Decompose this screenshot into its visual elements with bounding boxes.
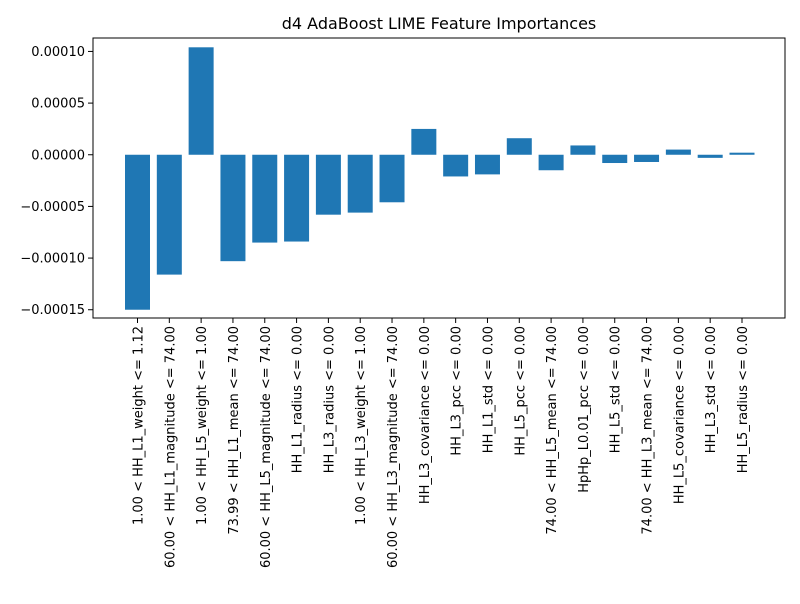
bar — [729, 152, 755, 155]
bar — [634, 154, 660, 162]
bar — [506, 138, 532, 155]
bar — [315, 154, 341, 215]
plot-frame — [92, 37, 786, 319]
bar — [697, 154, 723, 158]
bar — [252, 154, 278, 243]
bar — [411, 128, 437, 155]
bar — [474, 154, 500, 175]
x-tick-label: 74.00 < HH_L3_mean <= 74.00 — [641, 326, 656, 535]
x-tick-label: HH_L3_pcc <= 0.00 — [450, 326, 465, 456]
bars — [125, 47, 755, 310]
x-tick-label: 60.00 < HH_L1_magnitude <= 74.00 — [163, 326, 178, 568]
x-tick-label: HH_L3_std <= 0.00 — [704, 326, 719, 453]
x-tick-label: 60.00 < HH_L5_magnitude <= 74.00 — [259, 326, 274, 568]
x-tick-label: HH_L5_pcc <= 0.00 — [513, 326, 528, 456]
x-tick-label: HH_L5_radius <= 0.00 — [736, 326, 751, 473]
y-tick-label: 0.00010 — [31, 45, 85, 60]
x-tick-label: 1.00 < HH_L5_weight <= 1.00 — [195, 326, 210, 525]
bar — [570, 145, 596, 155]
bar — [188, 47, 214, 155]
bar — [538, 154, 564, 171]
y-tick-label: −0.00010 — [20, 252, 85, 267]
y-tick-label: 0.00005 — [31, 97, 85, 112]
bar — [443, 154, 469, 177]
x-tick-label: 1.00 < HH_L3_weight <= 1.00 — [354, 326, 369, 525]
x-tick-label: HH_L1_std <= 0.00 — [481, 326, 496, 453]
x-tick-label: 60.00 < HH_L3_magnitude <= 74.00 — [386, 326, 401, 568]
x-tick-label: HpHp_L0.01_pcc <= 0.00 — [577, 326, 592, 493]
x-tick-label: 74.00 < HH_L5_mean <= 74.00 — [545, 326, 560, 535]
bar — [379, 154, 405, 203]
x-axis: 1.00 < HH_L1_weight <= 1.12 60.00 < HH_L1… — [132, 318, 751, 568]
chart-title: d4 AdaBoost LIME Feature Importances — [282, 14, 597, 33]
x-tick-label: 73.99 < HH_L1_mean <= 74.00 — [227, 326, 242, 535]
y-tick-label: 0.00000 — [31, 148, 85, 163]
x-tick-label: 1.00 < HH_L1_weight <= 1.12 — [132, 326, 147, 525]
bar — [125, 154, 150, 310]
x-tick-label: HH_L3_covariance <= 0.00 — [418, 326, 433, 504]
y-axis: −0.00015 −0.00010 −0.00005 0.00000 0.00005 0.… — [20, 45, 93, 318]
bar — [602, 154, 628, 164]
x-tick-label: HH_L5_covariance <= 0.00 — [672, 326, 687, 504]
x-tick-label: HH_L3_radius <= 0.00 — [322, 326, 337, 473]
y-tick-label: −0.00005 — [20, 200, 85, 215]
y-tick-label: −0.00015 — [20, 303, 85, 318]
bar — [284, 154, 310, 242]
bar — [220, 154, 246, 262]
bar — [156, 154, 182, 275]
x-tick-label: HH_L1_radius <= 0.00 — [291, 326, 306, 473]
bar — [665, 149, 691, 155]
x-tick-label: HH_L5_std <= 0.00 — [609, 326, 624, 453]
bar — [347, 154, 373, 213]
